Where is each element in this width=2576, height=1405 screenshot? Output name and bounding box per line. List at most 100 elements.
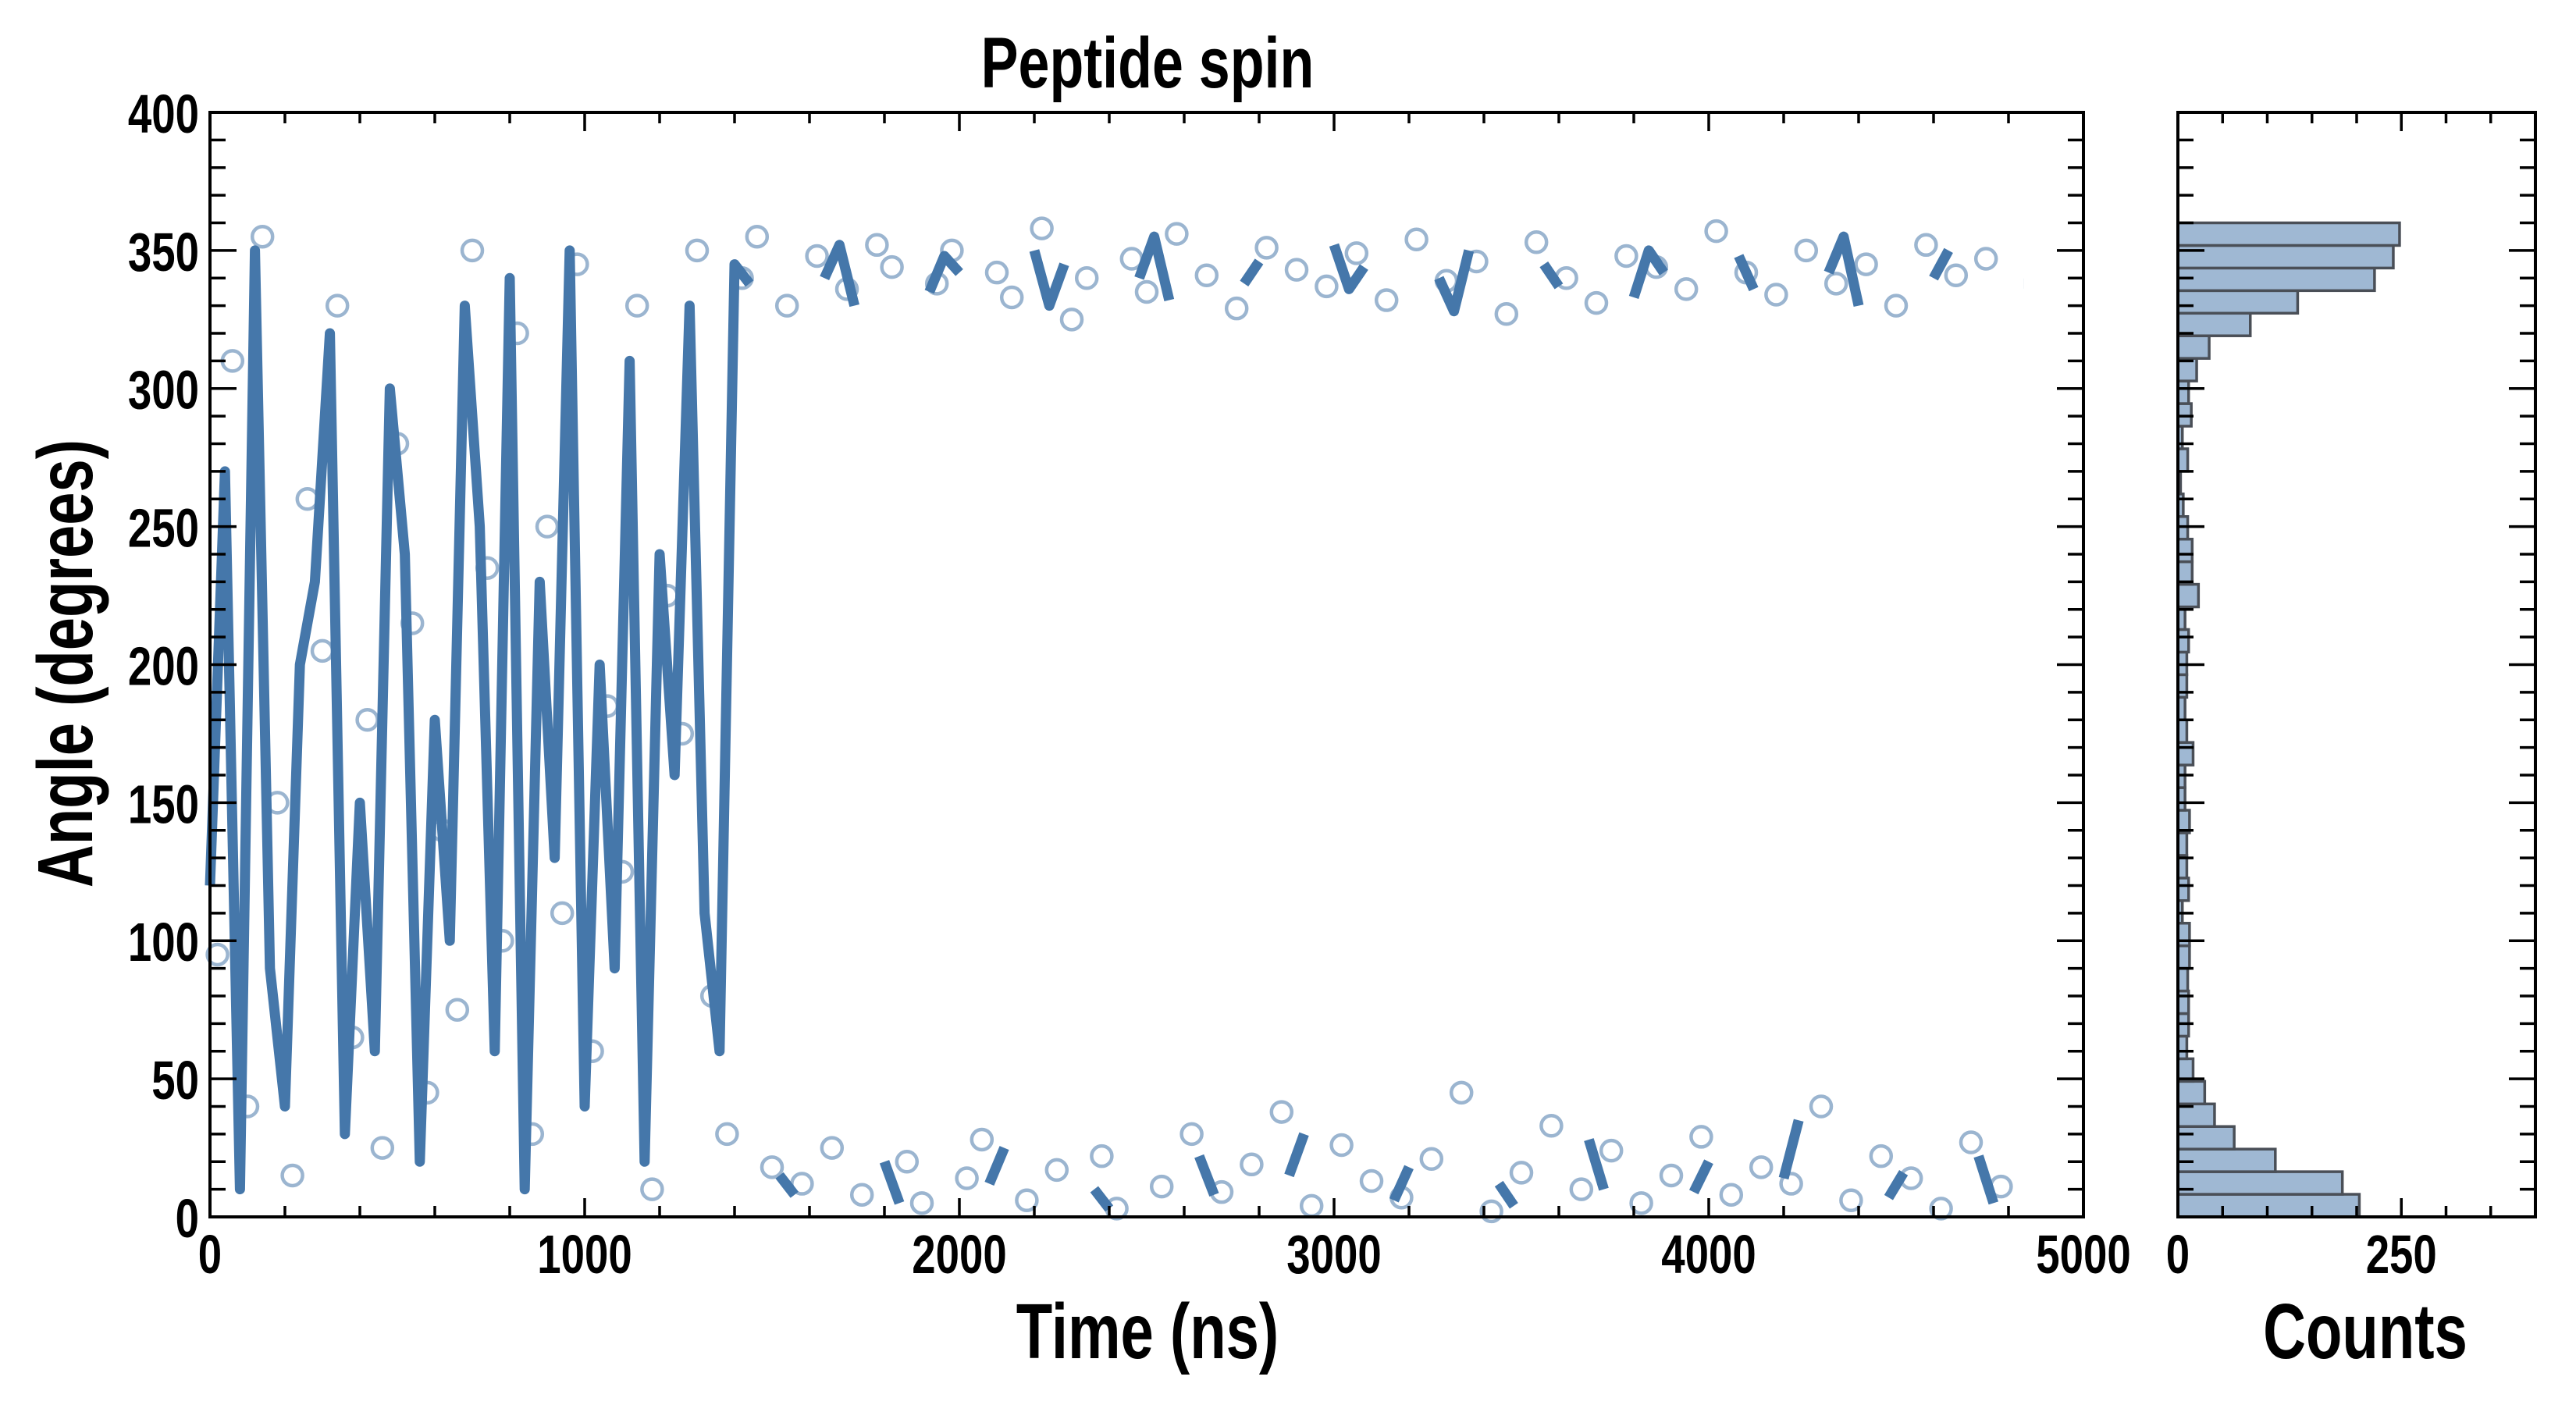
scatter-point [1869,1144,1894,1168]
scatter-point [1884,293,1909,318]
scatter-point [685,238,710,263]
scatter-point [1599,1138,1624,1163]
angle-trace-segment [1434,249,1475,317]
angle-trace-segment [984,1146,1009,1186]
scatter-point [1449,1080,1474,1105]
scatter-point [1584,290,1609,315]
scatter-point [999,285,1024,310]
scatter-point [1659,1163,1684,1188]
scatter-point [445,998,470,1022]
histogram-bar [2176,944,2191,970]
y-tick-label: 350 [128,222,199,283]
scatter-point [1794,238,1819,263]
histogram-bar [2176,1170,2344,1196]
scatter-point [1973,247,1998,271]
scatter-point [325,293,350,318]
scatter-point [1074,266,1099,290]
scatter-point [370,1136,395,1160]
scatter-point [1779,1172,1803,1196]
angle-trace-segment [1240,258,1264,286]
scatter-point [310,638,335,663]
scatter-point [1240,1152,1264,1177]
y-tick-label: 400 [128,84,199,145]
histogram-bar [2176,244,2395,270]
y-tick-label: 0 [176,1189,199,1250]
angle-trace-segment [879,1160,905,1205]
scatter-point [1914,233,1938,258]
scatter-point [1374,288,1399,312]
histogram-bar [2176,582,2201,609]
histogram-bar [2176,289,2300,315]
scatter-point [1689,1125,1713,1149]
x-tick-label: 1000 [537,1225,632,1286]
angle-trace-segment [820,240,859,308]
scatter-point [820,1136,845,1160]
scatter-point [280,1163,304,1188]
scatter-point [865,233,889,258]
x-tick-label: 5000 [2036,1225,2130,1286]
histogram-bar [2176,537,2194,564]
scatter-point [1524,230,1549,254]
scatter-point [1823,272,1848,296]
scatter-point [535,514,560,539]
scatter-point [1059,308,1084,332]
scatter-point [1629,1191,1653,1215]
histogram-bar [2176,628,2190,654]
scatter-point [1704,219,1728,244]
scatter-point [1539,1114,1564,1138]
scatter-point [1404,227,1429,251]
scatter-point [250,224,275,249]
angle-trace-segment [1734,254,1759,292]
angle-trace-segment [1929,247,1953,281]
scatter-point [1479,1199,1503,1224]
x-tick-label: 3000 [1286,1225,1381,1286]
angle-trace-segment [1194,1154,1219,1197]
y-tick-label: 50 [151,1051,199,1112]
y-tick-label: 200 [128,636,199,697]
scatter-point [1224,296,1249,321]
angle-trace-segment [1584,1138,1609,1191]
angle-trace-segment [205,245,754,1195]
scatter-point [984,260,1009,285]
main-plot-marks [205,216,2024,1224]
scatter-point [805,244,829,269]
x-tick-label: 4000 [1661,1225,1756,1286]
scatter-point [774,293,799,318]
scatter-point [1719,1183,1744,1207]
histogram-bar [2176,1125,2236,1151]
scatter-point [1134,279,1159,304]
angle-trace-segment [1134,231,1175,301]
scatter-point [1494,301,1519,326]
scatter-point [1284,258,1309,282]
scatter-point [1839,1188,1863,1213]
scatter-point [1359,1168,1384,1193]
scatter-point [1809,1094,1834,1119]
scatter-point [880,254,904,279]
scatter-point [1854,252,1878,276]
angle-trace-segment [1329,243,1368,294]
y-axis-label: Angle (degrees) [22,439,109,887]
angle-trace-segment [1494,1180,1518,1209]
scatter-point [1674,277,1699,301]
y-tick-label: 300 [128,360,199,421]
angle-trace-segment [1823,231,1864,307]
angle-trace-segment [1973,1154,1998,1205]
histogram-bar [2176,379,2190,405]
scatter-point [1179,1122,1204,1147]
angle-trace-segment [1389,1165,1414,1203]
hist-x-tick-label: 250 [2366,1225,2437,1286]
scatter-point [624,293,649,318]
angle-trace-segment [1688,1159,1713,1195]
scatter-point [1569,1177,1594,1201]
scatter-point [1269,1100,1294,1124]
angle-trace-segment [1628,245,1668,299]
histogram-bar [2176,877,2190,902]
scatter-point [1090,1144,1114,1168]
scatter-point [895,1150,920,1174]
scatter-point [745,224,770,249]
scatter-point [1509,1161,1534,1185]
scatter-point [1299,1193,1324,1218]
scatter-point [1944,263,1969,287]
angle-trace-segment [924,251,963,294]
angle-trace-segment [1029,249,1069,311]
